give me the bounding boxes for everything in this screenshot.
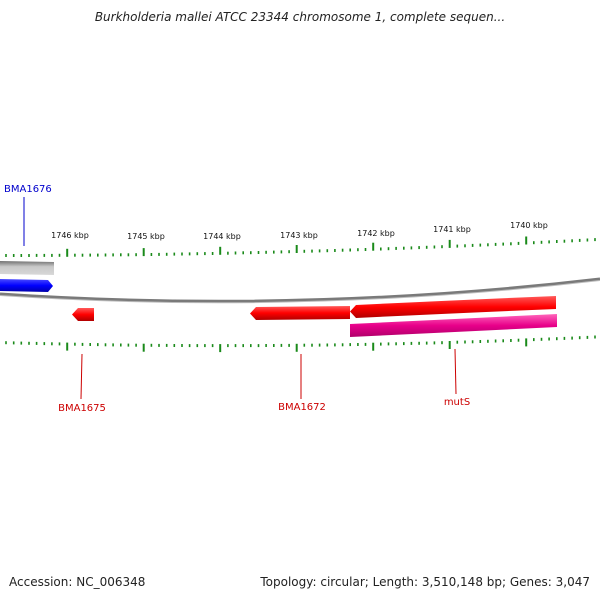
gene-bma1676-arrow[interactable] — [0, 279, 53, 292]
genome-summary-text: Topology: circular; Length: 3,510,148 bp… — [260, 575, 590, 589]
ruler-label-1740: 1740 kbp — [510, 221, 548, 230]
genome-backbone — [0, 277, 600, 303]
gene-label-bma1675[interactable]: BMA1675 — [58, 403, 106, 414]
gene-label-bma1676[interactable]: BMA1676 — [4, 184, 52, 195]
ruler-label-1743: 1743 kbp — [280, 231, 318, 240]
accession-text: Accession: NC_006348 — [9, 575, 146, 589]
ruler-label-1742: 1742 kbp — [357, 229, 395, 238]
outer-tick-ring — [5, 236, 596, 257]
ruler-label-1744: 1744 kbp — [203, 232, 241, 241]
ruler-label-1741: 1741 kbp — [433, 225, 471, 234]
genome-backbone-highlight — [0, 280, 600, 304]
gene-muts-rna-feature[interactable] — [350, 314, 557, 337]
bma1675-leader-line — [80, 353, 83, 400]
inner-tick-ring — [5, 335, 596, 353]
gene-label-muts[interactable]: mutS — [444, 397, 470, 408]
ruler-label-1745: 1745 kbp — [127, 232, 165, 241]
muts-leader-line — [454, 348, 457, 395]
grey-feature[interactable] — [0, 261, 54, 275]
gene-bma1672-arrow[interactable] — [250, 306, 350, 320]
map-title: Burkholderia mallei ATCC 23344 chromosom… — [94, 10, 506, 24]
gene-muts-arrow[interactable] — [350, 296, 556, 318]
gene-label-bma1672[interactable]: BMA1672 — [278, 402, 326, 413]
ruler-label-1746: 1746 kbp — [51, 231, 89, 240]
gene-bma1675-arrow[interactable] — [72, 308, 94, 321]
